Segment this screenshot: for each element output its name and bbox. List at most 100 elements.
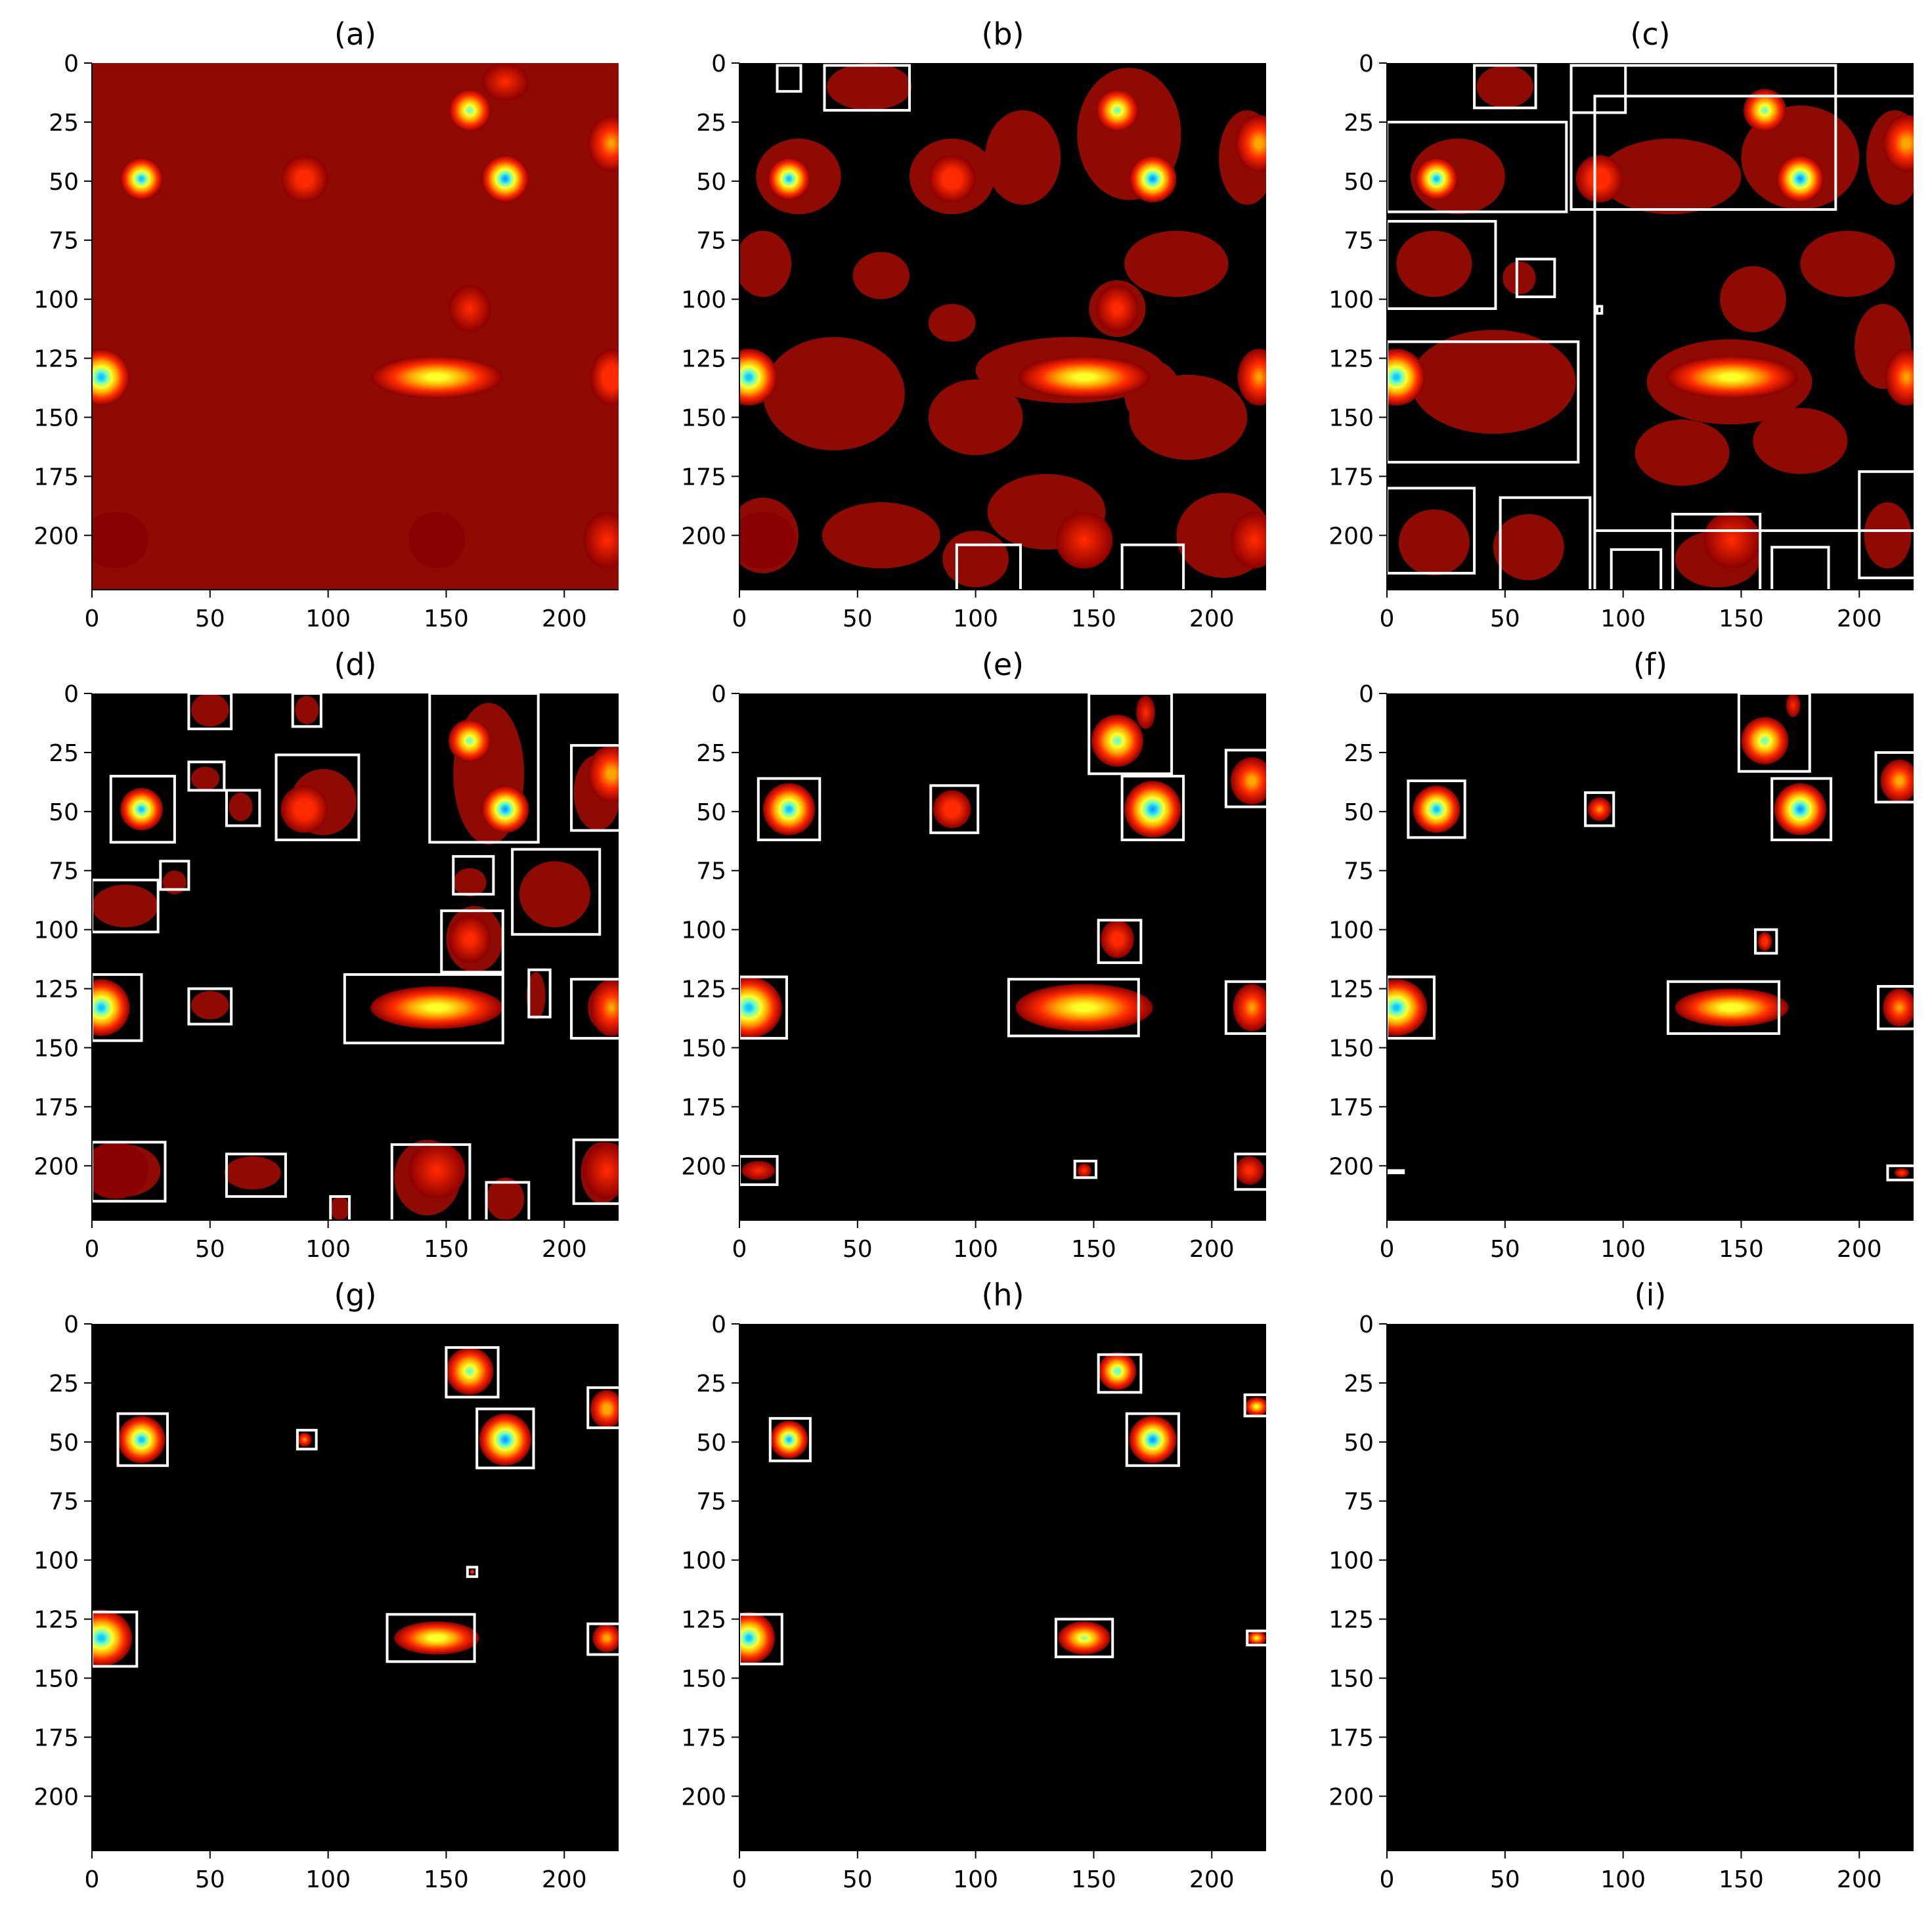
intensity-blob: [1101, 920, 1134, 958]
x-tick-label: 50: [1490, 1866, 1520, 1893]
detection-box: [1858, 470, 1914, 580]
y-tick-label: 75: [1344, 858, 1374, 885]
x-tick-label: 50: [843, 1236, 873, 1263]
x-tick-label: 0: [1380, 1236, 1395, 1263]
intensity-blob: [92, 1142, 149, 1199]
mask-region: [1503, 261, 1536, 295]
x-tick-label: 0: [732, 605, 747, 632]
intensity-blob: [1096, 89, 1139, 132]
detection-box: [1584, 791, 1615, 827]
x-tick-label: 0: [85, 1236, 100, 1263]
mask-region: [1396, 230, 1472, 297]
mask-region: [526, 972, 546, 1020]
y-tick-label: 0: [711, 681, 726, 708]
y-tick-label: 0: [711, 1311, 726, 1338]
y-tick-label: 50: [1344, 1430, 1374, 1457]
y-tick-label: 75: [696, 228, 726, 255]
y-tick-label: 25: [49, 740, 79, 767]
intensity-blob: [370, 986, 503, 1029]
mask-region: [224, 1156, 281, 1190]
heatmap-area: [739, 693, 1266, 1220]
x-tick-label: 100: [1600, 1866, 1646, 1893]
detection-box: [1087, 693, 1174, 776]
detection-box: [1754, 928, 1778, 955]
detection-box: [586, 1622, 619, 1656]
detection-box: [225, 1152, 287, 1198]
intensity-blob: [1703, 512, 1761, 569]
y-tick-label: 0: [1359, 51, 1374, 77]
intensity-blob: [280, 155, 328, 203]
intensity-blob: [470, 1569, 475, 1575]
y-tick-label: 200: [33, 523, 79, 550]
x-tick-label: 150: [1719, 1236, 1764, 1263]
detection-box: [1593, 95, 1914, 590]
panel-title: (i): [1635, 1277, 1667, 1313]
detection-box: [92, 879, 160, 934]
heatmap-area: [739, 1324, 1266, 1851]
intensity-blob: [1124, 781, 1181, 838]
detection-box: [343, 973, 504, 1045]
intensity-blob: [739, 976, 782, 1039]
mask-region: [1864, 502, 1912, 569]
detection-box: [291, 693, 322, 728]
intensity-blob: [92, 512, 149, 569]
y-tick-label: 50: [49, 799, 79, 826]
detection-box: [1224, 749, 1266, 808]
mask-region: [191, 766, 220, 791]
x-tick-label: 150: [424, 1866, 469, 1893]
intensity-blob: [1885, 349, 1914, 406]
y-tick-label: 150: [33, 405, 79, 431]
mask-region: [928, 303, 976, 342]
intensity-blob: [739, 1612, 775, 1664]
intensity-blob: [590, 349, 619, 406]
intensity-blob: [1387, 349, 1425, 406]
y-tick-label: 175: [681, 464, 726, 491]
y-tick-label: 75: [49, 858, 79, 885]
intensity-blob: [1883, 988, 1914, 1027]
y-tick-label: 25: [696, 740, 726, 767]
intensity-blob: [768, 157, 810, 200]
x-tick-label: 0: [1380, 605, 1395, 632]
intensity-blob: [1055, 512, 1113, 569]
y-tick-label: 175: [681, 1724, 726, 1751]
panel-title: (c): [1630, 16, 1670, 52]
y-tick-label: 25: [1344, 1371, 1374, 1397]
detection-box: [1387, 120, 1568, 213]
x-tick-label: 50: [1490, 1236, 1520, 1263]
y-tick-label: 75: [696, 1489, 726, 1516]
intensity-blob: [92, 349, 130, 406]
panel-a: (a) 0 25 50 75 100 125 150 175 200 0 50 100 150 200: [33, 16, 619, 632]
mask-region: [827, 63, 912, 110]
detection-box: [527, 968, 552, 1019]
panel-i: (i) 0 25 50 75 100 125 150 175 200 0 50 100 150 200: [1328, 1277, 1914, 1893]
y-tick-label: 25: [1344, 110, 1374, 137]
x-tick-label: 200: [1837, 1236, 1882, 1263]
x-tick-label: 150: [424, 1236, 469, 1263]
panel-f: (f) 0 25 50 75 100 125 150 175 200 0 50 100 150 200: [1328, 647, 1914, 1263]
intensity-blob: [1235, 115, 1266, 172]
panel-d: (d) 0 25 50 75 100 125 150 175 200 0 50 100 150 200: [33, 647, 619, 1263]
panel-h: (h) 0 25 50 75 100 125 150 175 200 0 50 100 150 200: [681, 1277, 1266, 1893]
y-tick-label: 75: [49, 1489, 79, 1516]
x-tick-label: 200: [542, 1866, 587, 1893]
y-tick-label: 125: [1328, 1607, 1374, 1634]
mask-region: [1493, 514, 1564, 581]
heatmap-area: [92, 63, 619, 590]
y-tick-label: 125: [681, 1607, 726, 1634]
intensity-blob: [933, 790, 971, 828]
detection-box: [187, 693, 233, 730]
y-tick-label: 100: [1328, 1548, 1374, 1575]
intensity-blob: [449, 719, 491, 762]
mask-region: [1476, 65, 1533, 108]
y-tick-label: 50: [696, 169, 726, 196]
x-tick-label: 150: [1719, 1866, 1764, 1893]
detection-box: [116, 1412, 169, 1467]
mask-region: [762, 337, 905, 450]
y-tick-label: 100: [681, 917, 726, 944]
intensity-blob: [1091, 714, 1143, 767]
y-tick-label: 125: [33, 976, 79, 1003]
intensity-blob: [1413, 785, 1460, 833]
x-tick-label: 50: [1490, 605, 1520, 632]
detection-box: [1097, 919, 1143, 964]
